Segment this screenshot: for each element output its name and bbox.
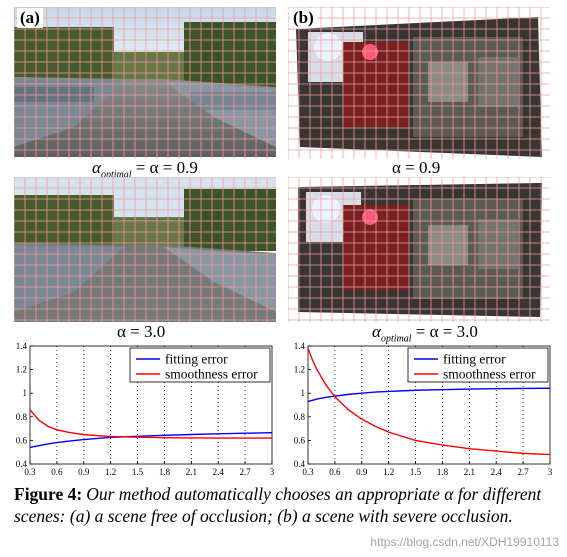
series-line-fitting-error [29, 432, 273, 449]
x-tick-label: 1.5 [410, 467, 422, 477]
y-tick-label: 1 [23, 388, 28, 398]
watermark: https://blog.csdn.net/XDH19910113 [370, 535, 559, 549]
panel-a-bottom-image [14, 177, 276, 322]
legend-label: fitting error [165, 352, 228, 367]
series-line-fitting-error [307, 387, 551, 403]
panel-b-bottom-caption: αoptimal = α = 3.0 [372, 322, 478, 344]
panel-a-bottom-caption: α = 3.0 [117, 322, 166, 341]
legend-box [407, 347, 549, 383]
panel-a-top-image [14, 7, 276, 159]
panel-b-top-image [288, 7, 550, 159]
y-tick-label: 0.4 [294, 459, 306, 469]
panel-b-top-caption: α = 0.9 [392, 158, 441, 177]
x-tick-label: 0.6 [51, 467, 63, 477]
x-tick-label: 0.6 [329, 467, 341, 477]
x-tick-label: 0.9 [356, 467, 368, 477]
x-tick-label: 2.1 [186, 467, 197, 477]
legend-label: fitting error [443, 352, 506, 367]
plot-b-svg: 0.3 0.6 0.9 1.2 1.5 1.8 2.1 2.4 2.7 3 0.4 0.6 0.8 1 1.… [294, 341, 553, 477]
caption-rest: = α = 3.0 [411, 322, 478, 341]
caption-rest: = α = 0.9 [131, 158, 198, 177]
figure-label: Figure 4: [14, 484, 83, 504]
occluded-scene-photo-alpha-3 [288, 177, 550, 322]
y-tick-label: 0.6 [294, 435, 306, 445]
x-tick-label: 2.1 [464, 467, 475, 477]
plot-a-svg: 0.3 0.6 0.9 1.2 1.5 1.8 2.1 2.4 2.7 3 0.4 0.6 0.8 1 1.… [16, 341, 275, 477]
x-tick-label: 1.2 [105, 467, 116, 477]
legend-label: smoothness error [165, 367, 258, 382]
optimal-subscript: optimal [100, 169, 132, 181]
occluded-scene-photo [288, 7, 550, 159]
figure-caption: Figure 4: Our method automatically choose… [14, 483, 556, 527]
plot-frame [307, 345, 551, 465]
y-tick-label: 0.8 [294, 412, 306, 422]
x-tick-label: 3 [548, 467, 553, 477]
x-tick-label: 3 [270, 467, 275, 477]
x-tick-label: 0.9 [78, 467, 90, 477]
x-tick-label: 1.8 [159, 467, 171, 477]
figure-caption-text: Our method automatically chooses an appr… [14, 484, 542, 526]
x-tick-label: 1.8 [437, 467, 449, 477]
legend-box [129, 347, 271, 383]
alpha-symbol: α [372, 322, 381, 341]
y-tick-label: 1.2 [16, 365, 27, 375]
x-tick-label: 1.2 [383, 467, 394, 477]
y-tick-label: 0.6 [16, 435, 28, 445]
y-tick-label: 1.4 [16, 341, 28, 351]
y-tick-label: 0.8 [16, 412, 28, 422]
y-tick-label: 1.4 [294, 341, 306, 351]
parking-lot-photo-alpha-3 [14, 177, 276, 322]
series-line-smoothness-error [29, 409, 272, 439]
panel-a-label: (a) [17, 8, 43, 28]
alpha-symbol: α [92, 158, 101, 177]
x-tick-label: 0.3 [24, 467, 36, 477]
y-tick-label: 1 [301, 388, 306, 398]
panel-b-bottom-image [288, 177, 550, 322]
legend-label: smoothness error [443, 367, 536, 382]
y-tick-label: 1.2 [294, 365, 305, 375]
x-tick-label: 2.4 [213, 467, 225, 477]
panel-a-top-caption: αoptimal = α = 0.9 [92, 158, 198, 180]
x-tick-label: 0.3 [302, 467, 314, 477]
x-tick-label: 1.5 [132, 467, 144, 477]
series-line-smoothness-error [307, 348, 551, 456]
parking-lot-photo [14, 7, 276, 159]
optimal-subscript: optimal [380, 333, 412, 345]
x-tick-label: 2.7 [517, 467, 529, 477]
panel-b-label: (b) [290, 8, 317, 28]
x-tick-label: 2.7 [239, 467, 251, 477]
x-tick-label: 2.4 [491, 467, 503, 477]
plot-b: 0.3 0.6 0.9 1.2 1.5 1.8 2.1 2.4 2.7 3 0.4 0.6 0.8 1 1.… [286, 340, 556, 480]
y-tick-label: 0.4 [16, 459, 28, 469]
plot-a: 0.3 0.6 0.9 1.2 1.5 1.8 2.1 2.4 2.7 3 0.4 0.6 0.8 1 1.… [8, 340, 278, 480]
plot-frame [29, 345, 273, 465]
